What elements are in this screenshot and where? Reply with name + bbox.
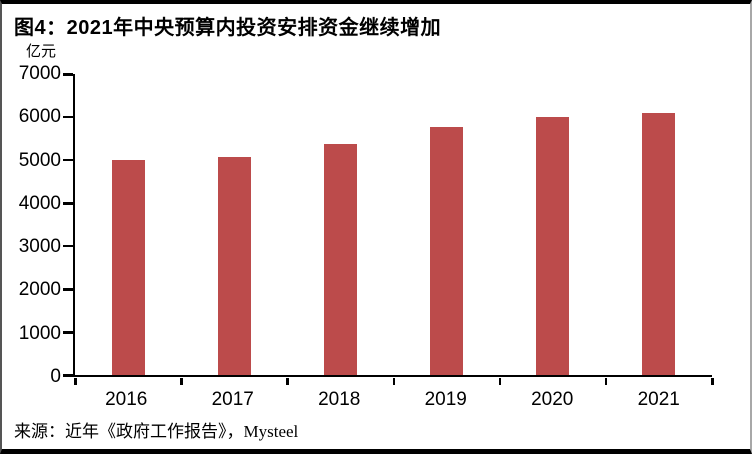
y-tick-mark: [63, 331, 73, 334]
x-tick-label-2021: 2021: [637, 389, 680, 410]
y-tick-mark: [63, 244, 73, 248]
y-tick-label: 2000: [18, 279, 61, 301]
x-tick-label-2019: 2019: [424, 389, 467, 410]
y-tick-label: 3000: [18, 236, 61, 258]
y-tick-mark: [63, 288, 73, 291]
y-tick-mark: [63, 374, 73, 377]
x-tick-label-2020: 2020: [531, 389, 574, 410]
bar-2021: [642, 112, 676, 375]
bar-2020: [536, 117, 570, 375]
y-tick-label: 4000: [18, 192, 61, 214]
x-axis-labels: 2016 2017 2018 2019 2020 2021: [73, 389, 712, 411]
y-tick-label: 5000: [18, 149, 61, 171]
x-tick-mark: [392, 378, 395, 385]
x-tick-mark: [711, 378, 714, 385]
x-tick-mark: [498, 378, 502, 385]
y-axis-unit-label: 亿元: [26, 44, 57, 60]
chart-title: 图4：2021年中央预算内投资安排资金继续增加: [14, 17, 442, 39]
y-tick-label: 1000: [18, 322, 61, 344]
y-tick-mark: [63, 115, 73, 119]
bar-2018: [323, 143, 357, 375]
x-tick-label-2018: 2018: [318, 389, 361, 410]
y-axis-labels: 0 1000 2000 3000 4000 5000 6000 7000: [2, 64, 61, 387]
x-tick-mark: [286, 378, 289, 385]
y-tick-mark: [63, 202, 73, 205]
x-tick-mark: [180, 378, 183, 385]
y-tick-label: 6000: [18, 106, 61, 128]
x-tick-label-2017: 2017: [211, 389, 254, 410]
bar-2017: [217, 156, 251, 375]
source-note: 来源：近年《政府工作报告》，Mysteel: [14, 422, 299, 441]
y-tick-label: 7000: [18, 63, 61, 84]
y-tick-mark: [63, 73, 73, 76]
bar-2019: [430, 126, 464, 375]
x-tick-mark: [604, 378, 608, 385]
x-tick-mark: [74, 378, 77, 385]
y-tick-label: 0: [50, 366, 61, 387]
y-tick-mark: [63, 158, 73, 162]
bar-2016: [111, 160, 145, 375]
x-tick-label-2016: 2016: [105, 389, 148, 410]
plot-area: [63, 73, 714, 385]
